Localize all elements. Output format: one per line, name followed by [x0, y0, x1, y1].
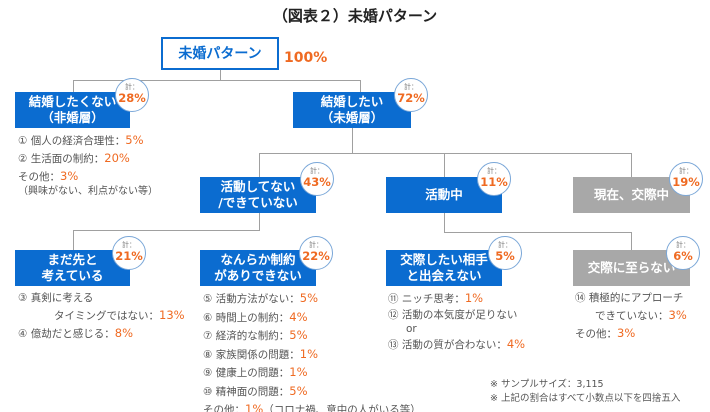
node-no-match: 交際したい相手 と出会えない: [386, 250, 502, 286]
reason-item: その他：3%: [575, 326, 636, 340]
reason-item: ⑤ 活動方法がない：5%: [203, 291, 319, 305]
node-no-marry: 結婚したくない （非婚層）: [15, 92, 130, 128]
connector: [220, 69, 221, 80]
reason-item: ① 個人の経済合理性：5%: [18, 133, 144, 147]
percent: 28%: [118, 91, 146, 105]
connector: [259, 213, 260, 230]
total-label: 計：: [487, 167, 501, 175]
connector: [73, 80, 74, 92]
total-badge: 計： 43%: [300, 162, 334, 196]
total-badge: 計： 21%: [112, 236, 146, 270]
connector: [73, 230, 260, 231]
diagram-title: （図表２）未婚パターン: [272, 7, 438, 25]
reason-item: ⑨ 健康上の問題：1%: [203, 365, 308, 379]
connector: [631, 232, 632, 250]
node-not-yet: まだ先と 考えている: [15, 250, 130, 286]
percent: 22%: [302, 249, 330, 263]
reason-item: ⑥ 時間上の制約：4%: [203, 309, 308, 324]
connector: [259, 153, 260, 177]
total-label: 計：: [404, 83, 418, 91]
percent: 6%: [673, 249, 693, 263]
node-constraint: なんらか制約 がありできない: [200, 250, 316, 286]
root-node: 未婚パターン: [161, 37, 279, 70]
reason-item: タイミングではない：13%: [54, 308, 185, 322]
reason-note: （興味がない、利点がない等）: [18, 186, 158, 197]
total-badge: 計： 5%: [488, 236, 522, 270]
node-want-marry: 結婚したい （未婚層）: [293, 92, 411, 128]
connector: [444, 213, 445, 233]
reason-item: その他：3%: [18, 169, 79, 183]
reason-list-no-match: ⑪ ニッチ思考：1% ⑫ 活動の本気度が足りない or ⑬ 活動の質が合わない：…: [388, 290, 525, 354]
reason-item: その他：1%（コロナ禍、意中の人がいる等）: [203, 401, 421, 412]
percent: 72%: [397, 91, 425, 105]
total-label: 計：: [676, 241, 690, 249]
reason-item: ⑧ 家族関係の問題：1%: [203, 346, 319, 361]
total-badge: 計： 11%: [477, 162, 511, 196]
reason-list-no-marry: ① 個人の経済合理性：5% ② 生活面の制約：20% その他：3% （興味がない…: [18, 132, 158, 198]
percent: 5%: [495, 249, 515, 263]
percent: 19%: [672, 175, 700, 189]
total-badge: 計： 19%: [669, 162, 703, 196]
total-label: 計：: [310, 167, 324, 175]
reason-list-not-yet: ③ 真剣に考える タイミングではない：13% ④ 億劫だと感じる：8%: [18, 290, 185, 343]
total-badge: 計： 22%: [299, 236, 333, 270]
reason-item: ⑦ 経済的な制約：5%: [203, 328, 308, 342]
total-label: 計：: [122, 241, 136, 249]
connector: [444, 153, 445, 177]
percent: 11%: [480, 175, 508, 189]
total-badge: 計： 72%: [394, 78, 428, 112]
footnote-rounding: ※ 上記の割合はすべて小数点以下を四捨五入: [490, 393, 681, 404]
connector: [360, 80, 361, 92]
percent: 43%: [303, 175, 331, 189]
reason-item: ② 生活面の制約：20%: [18, 151, 130, 165]
reason-item: or: [406, 323, 417, 335]
reason-item: ⑩ 精神面の問題：5%: [203, 383, 308, 398]
reason-list-constraint: ⑤ 活動方法がない：5% ⑥ 時間上の制約：4% ⑦ 経済的な制約：5% ⑧ 家…: [203, 290, 421, 412]
total-label: 計：: [309, 241, 323, 249]
connector: [73, 230, 74, 250]
reason-note: （コロナ禍、意中の人がいる等）: [263, 404, 421, 412]
total-label: 計：: [679, 167, 693, 175]
reason-list-no-relationship: ⑭ 積極的にアプローチ できていない：3% その他：3%: [575, 290, 687, 343]
percent: 21%: [115, 249, 143, 263]
total-badge: 計： 6%: [666, 236, 700, 270]
reason-item: ⑪ ニッチ思考：1%: [388, 291, 484, 305]
reason-item: ⑫ 活動の本気度が足りない: [388, 309, 518, 321]
total-badge: 計： 28%: [115, 78, 149, 112]
connector: [73, 80, 361, 81]
footnote-sample-size: ※ サンプルサイズ：3,115: [490, 379, 604, 390]
reason-item: ⑬ 活動の質が合わない：4%: [388, 337, 526, 351]
root-percent: 100%: [284, 50, 328, 66]
reason-item: できていない：3%: [595, 308, 687, 322]
connector: [352, 128, 353, 153]
reason-item: ⑭ 積極的にアプローチ: [575, 292, 684, 304]
connector: [259, 153, 631, 154]
footnotes: ※ サンプルサイズ：3,115 ※ 上記の割合はすべて小数点以下を四捨五入: [490, 378, 680, 406]
connector: [631, 153, 632, 177]
reason-item: ④ 億劫だと感じる：8%: [18, 326, 134, 340]
connector: [444, 232, 632, 233]
total-label: 計：: [498, 241, 512, 249]
reason-item: ③ 真剣に考える: [18, 292, 94, 304]
node-inactive: 活動してない /できていない: [200, 177, 316, 213]
total-label: 計：: [125, 83, 139, 91]
